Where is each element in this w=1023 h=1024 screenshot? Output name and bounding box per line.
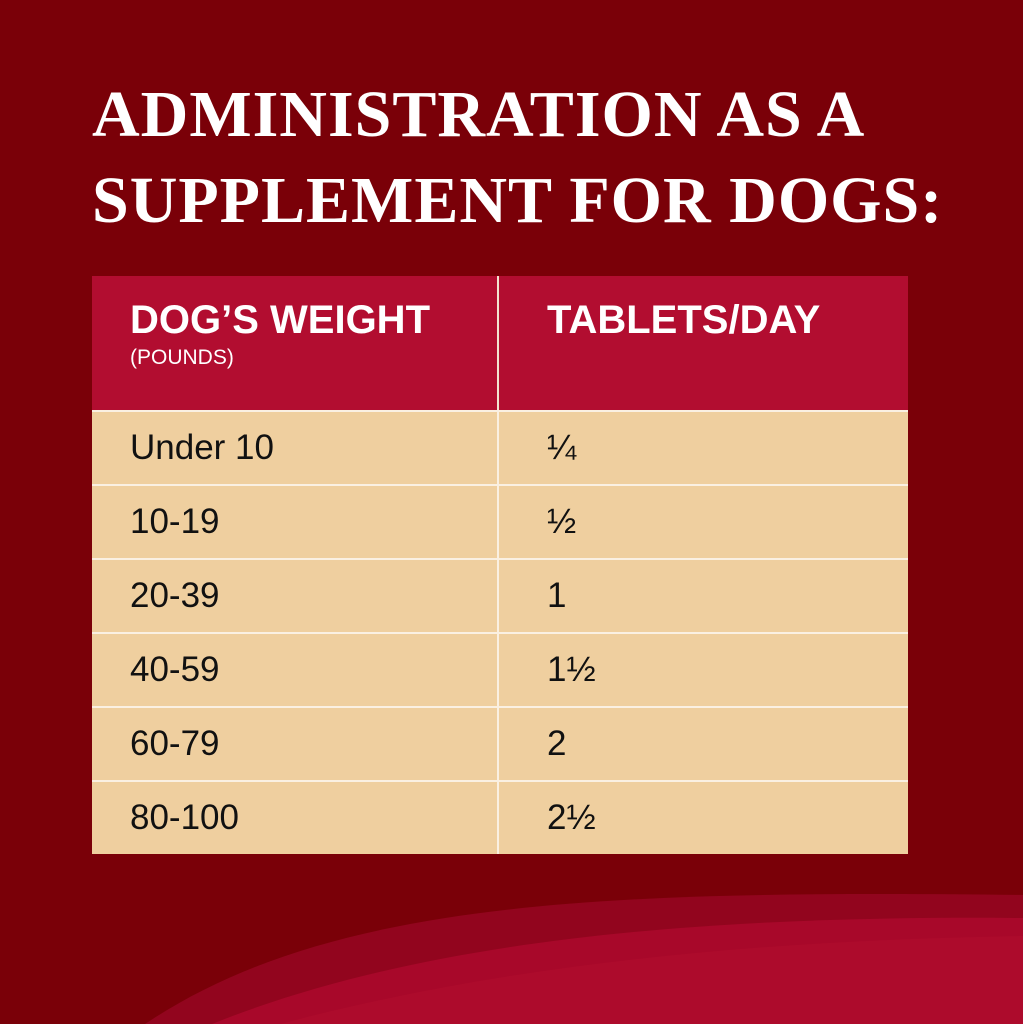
- tablets-cell: 2: [497, 708, 908, 780]
- tablets-cell: ½: [497, 486, 908, 558]
- table-header: DOG’S WEIGHT (POUNDS) TABLETS/DAY: [92, 276, 908, 410]
- dosage-table: DOG’S WEIGHT (POUNDS) TABLETS/DAY Under …: [92, 276, 908, 854]
- weight-cell: 80-100: [130, 798, 239, 837]
- table-row: 10-19 ½: [92, 484, 908, 558]
- table-row: 40-59 1½: [92, 632, 908, 706]
- weight-cell: 10-19: [130, 502, 220, 541]
- header-sublabel: (POUNDS): [130, 346, 234, 369]
- table-row: 80-100 2½: [92, 780, 908, 854]
- header-label: TABLETS/DAY: [547, 298, 821, 342]
- header-dog-weight: DOG’S WEIGHT (POUNDS): [92, 276, 497, 410]
- table-row: 20-39 1: [92, 558, 908, 632]
- table-row: Under 10 ¼: [92, 410, 908, 484]
- header-tablets-per-day: TABLETS/DAY: [497, 276, 908, 410]
- weight-cell: Under 10: [130, 428, 274, 467]
- title-line: SUPPLEMENT FOR DOGS:: [92, 164, 944, 237]
- header-label: DOG’S WEIGHT: [130, 298, 430, 342]
- tablets-cell: 2½: [497, 782, 908, 854]
- tablets-cell: 1: [497, 560, 908, 632]
- tablets-cell: 1½: [497, 634, 908, 706]
- page-title: ADMINISTRATION AS A SUPPLEMENT FOR DOGS:: [92, 72, 992, 244]
- tablets-cell: ¼: [497, 412, 908, 484]
- weight-cell: 40-59: [130, 650, 220, 689]
- weight-cell: 20-39: [130, 576, 220, 615]
- weight-cell: 60-79: [130, 724, 220, 763]
- table-row: 60-79 2: [92, 706, 908, 780]
- title-line: ADMINISTRATION AS A: [92, 78, 866, 151]
